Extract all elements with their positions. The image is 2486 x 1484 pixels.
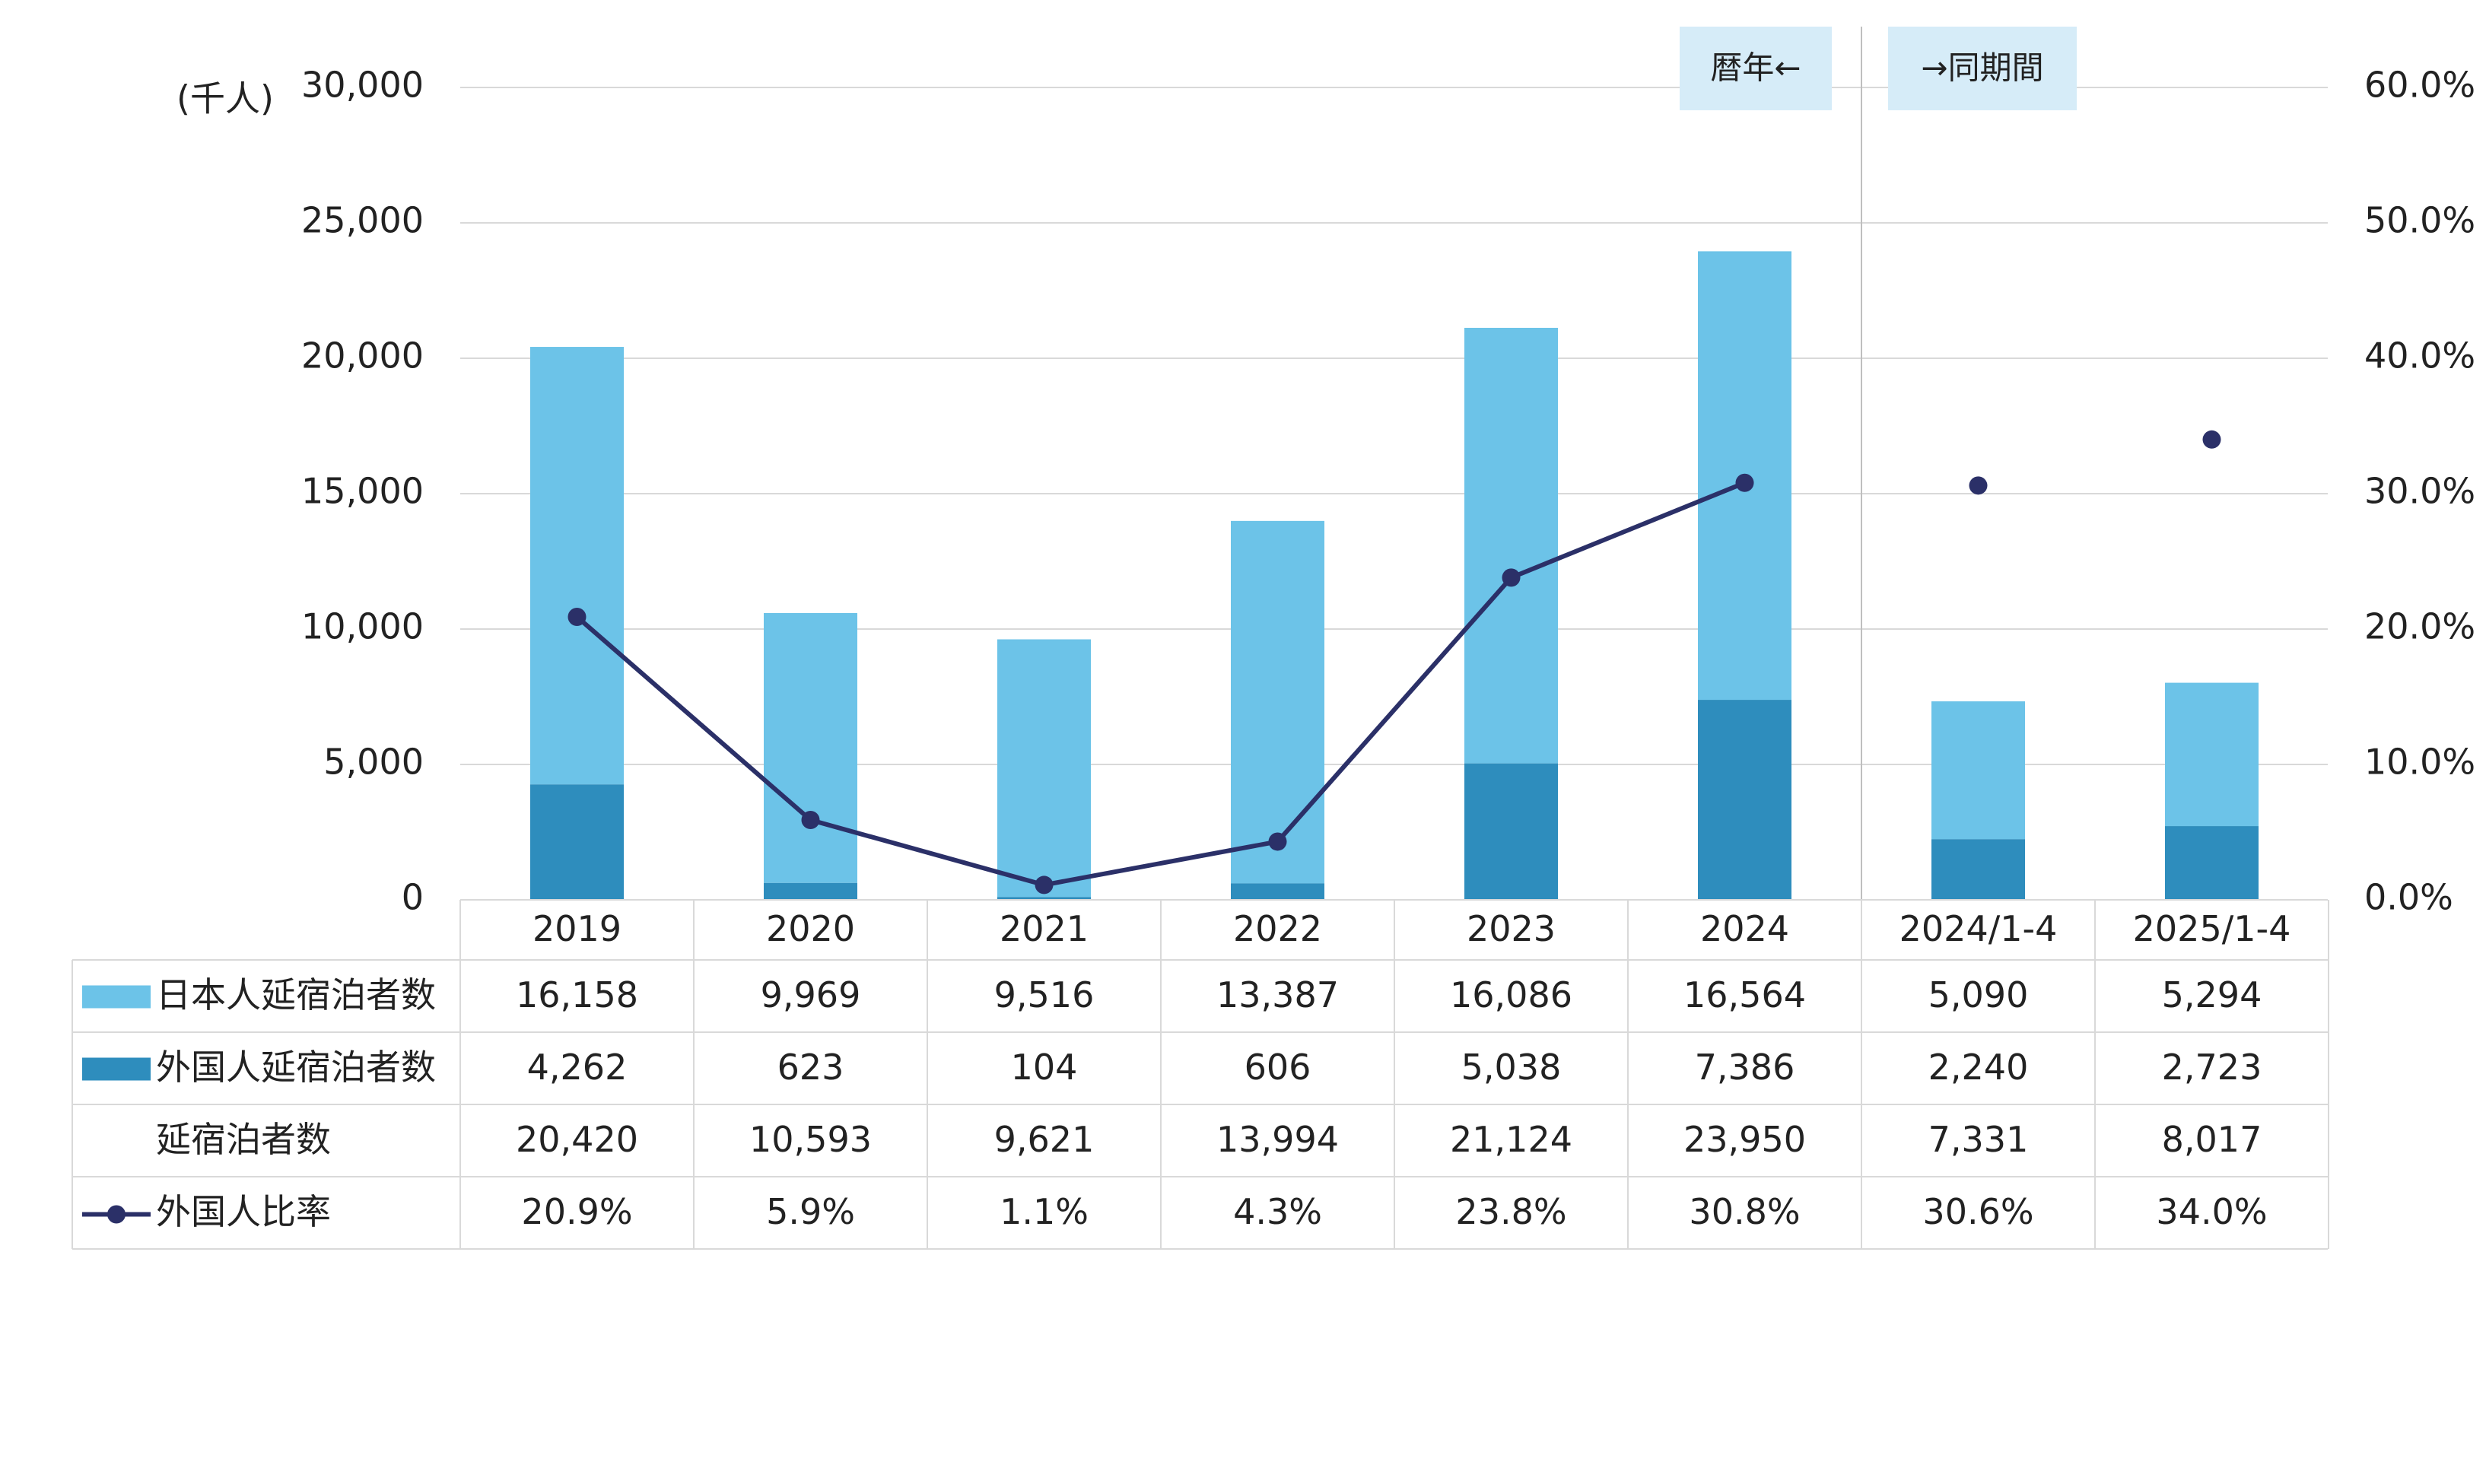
x-category-label: 2020 [766, 908, 855, 949]
x-category-label: 2025/1-4 [2133, 908, 2291, 949]
x-category-label: 2024/1-4 [1899, 908, 2058, 949]
bar-foreign [1698, 700, 1791, 900]
ratio-line [567, 430, 2221, 895]
annotation-box-same-period [1888, 27, 2077, 110]
bar-foreign [764, 882, 857, 900]
ratio-point [1268, 832, 1287, 851]
data-label: 10,593 [749, 1119, 872, 1160]
bar-japanese [1231, 520, 1324, 884]
y-left-tick-label: 0 [402, 877, 424, 918]
data-label: 2,240 [1928, 1047, 2029, 1088]
data-label: 7,331 [1928, 1119, 2029, 1160]
ratio-point [1735, 473, 1754, 492]
y-right-tick-label: 60.0% [2364, 65, 2475, 106]
data-label: 34.0% [2156, 1191, 2267, 1232]
bar-foreign [997, 897, 1091, 900]
data-table: 2019 2020 2021 2022 2023 2024 2024/1-4 2025/1-4… [72, 899, 2329, 1250]
bar-foreign [1464, 763, 1558, 900]
y-left-tick-label: 20,000 [301, 335, 424, 377]
bar-japanese [530, 347, 624, 785]
data-label: 13,994 [1216, 1119, 1339, 1160]
y-right-tick-label: 0.0% [2364, 877, 2453, 918]
data-label: 8,017 [2162, 1119, 2262, 1160]
bar-japanese [997, 639, 1091, 898]
data-label: 623 [777, 1047, 844, 1088]
legend-swatch [82, 985, 151, 1009]
series-name: 日本人延宿泊者数 [156, 974, 436, 1015]
y-right-tick-label: 10.0% [2364, 742, 2475, 783]
annotation-box-calendar [1680, 27, 1832, 110]
x-category-label: 2022 [1233, 908, 1322, 949]
bar-foreign [1931, 839, 2025, 900]
data-label: 4,262 [527, 1047, 628, 1088]
data-label: 7,386 [1695, 1047, 1795, 1088]
y-right-tick-label: 40.0% [2364, 335, 2475, 377]
data-label: 30.8% [1689, 1191, 1800, 1232]
data-label: 20,420 [516, 1119, 638, 1160]
bar-japanese [2165, 682, 2259, 827]
data-label: 5,294 [2162, 974, 2262, 1015]
y-right-tick-label: 20.0% [2364, 606, 2475, 647]
series-name: 外国人延宿泊者数 [156, 1047, 436, 1088]
x-category-label: 2019 [532, 908, 622, 949]
bar-foreign [530, 784, 624, 900]
bars [530, 251, 2259, 900]
annotation-calendar: 暦年← [1710, 49, 1801, 87]
data-label: 5,090 [1928, 974, 2029, 1015]
y-left-unit-label: (千人) [176, 78, 274, 119]
data-label: 16,158 [516, 974, 638, 1015]
bar-foreign [2165, 826, 2259, 900]
bar-foreign [1231, 883, 1324, 900]
gridlines [460, 87, 2328, 765]
data-label: 104 [1011, 1047, 1078, 1088]
y-left-tick-label: 5,000 [323, 742, 424, 783]
x-category-label: 2023 [1467, 908, 1556, 949]
ratio-point [567, 607, 587, 626]
bar-japanese [764, 612, 857, 883]
ratio-line-path [575, 480, 1746, 888]
data-label: 4.3% [1233, 1191, 1322, 1232]
data-label: 9,621 [994, 1119, 1095, 1160]
bar-japanese [1931, 701, 2025, 840]
y-left-tick-label: 10,000 [301, 606, 424, 647]
legend-swatch [82, 1057, 151, 1081]
ratio-point [1502, 568, 1521, 587]
data-label: 16,086 [1450, 974, 1572, 1015]
data-label: 13,387 [1216, 974, 1339, 1015]
y-left-tick-label: 25,000 [301, 200, 424, 241]
ratio-point [1969, 476, 1988, 495]
annotation-same-period: →同期間 [1921, 49, 2043, 87]
data-label: 21,124 [1450, 1119, 1572, 1160]
x-category-label: 2021 [1000, 908, 1089, 949]
data-label: 23,950 [1683, 1119, 1806, 1160]
data-label: 20.9% [521, 1191, 632, 1232]
bar-japanese [1464, 327, 1558, 764]
y-left-tick-label: 30,000 [301, 65, 424, 106]
data-label: 30.6% [1922, 1191, 2033, 1232]
axis-labels: 0 5,000 10,000 15,000 20,000 25,000 30,000 0.0%… [176, 65, 2475, 918]
data-label: 16,564 [1683, 974, 1806, 1015]
data-label: 23.8% [1455, 1191, 1566, 1232]
data-label: 5,038 [1461, 1047, 1562, 1088]
data-label: 2,723 [2162, 1047, 2262, 1088]
ratio-point [1035, 875, 1054, 895]
data-label: 9,516 [994, 974, 1095, 1015]
data-label: 1.1% [1000, 1191, 1089, 1232]
period-notes: 暦年← →同期間 [1680, 27, 2077, 960]
y-right-tick-label: 50.0% [2364, 200, 2475, 241]
y-right-tick-label: 30.0% [2364, 471, 2475, 512]
legend-marker [107, 1205, 126, 1224]
series-name: 外国人比率 [156, 1191, 331, 1232]
ratio-point [801, 810, 820, 829]
ratio-point [2202, 430, 2221, 449]
data-label: 606 [1245, 1047, 1311, 1088]
y-left-tick-label: 15,000 [301, 471, 424, 512]
x-category-label: 2024 [1700, 908, 1789, 949]
data-label: 9,969 [761, 974, 861, 1015]
series-name: 延宿泊者数 [156, 1119, 331, 1160]
data-label: 5.9% [766, 1191, 855, 1232]
